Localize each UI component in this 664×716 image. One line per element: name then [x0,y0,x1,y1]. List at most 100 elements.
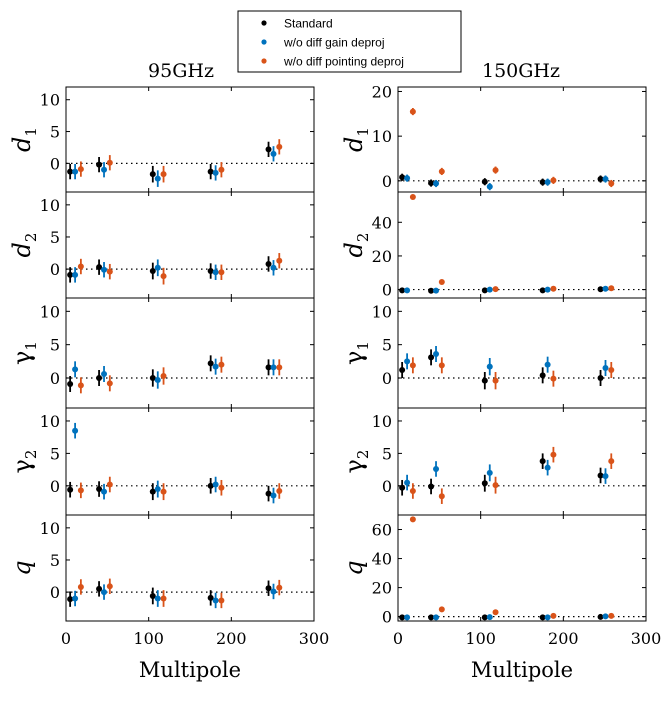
x-tick-label: 0 [393,629,403,648]
series-pointing [409,516,615,619]
data-point [602,473,609,480]
data-point [486,363,493,370]
column-title-150ghz: 150GHz [482,60,560,82]
data-point [602,613,609,620]
y-tick-label: 20 [372,82,392,101]
data-point [96,375,103,381]
data-point [154,486,161,493]
data-point [433,180,440,187]
panel-150ghz-row-5: 0 20 40 60 0 100 200 300 q [340,514,662,648]
series-standard [67,355,272,392]
y-axis-symbol: q [8,560,36,575]
data-point [492,377,499,384]
y-axis-label: γ1 [8,341,40,365]
data-point [438,606,445,613]
y-tick-label: 0 [50,369,60,388]
data-point [399,367,406,373]
y-tick-label: 0 [50,583,60,602]
data-point [608,612,615,619]
data-point [207,360,214,367]
y-axis-symbol: d [340,242,368,257]
y-axis-subscript: 2 [354,233,372,243]
series-pointing [409,108,615,188]
data-point [154,264,161,271]
data-point [399,287,406,294]
data-point [149,171,156,178]
series-gain [72,259,277,283]
y-tick-label: 5 [50,123,60,142]
y-tick-label: 0 [382,369,392,388]
legend-marker-standard [261,20,267,26]
y-tick-label: 5 [50,228,60,247]
data-point [276,257,283,264]
y-tick-label: 0 [382,477,392,496]
data-point [207,482,214,489]
series-standard [67,478,272,502]
data-point [433,351,440,357]
data-point [492,167,499,174]
data-point [539,614,546,621]
series-gain [72,146,277,187]
data-point [149,268,156,275]
data-point [539,287,546,294]
x-tick-label: 0 [61,629,71,648]
data-point [428,614,435,621]
series-gain [72,422,277,504]
y-axis-label: d1 [8,127,40,152]
series-standard [399,173,604,187]
data-point [550,451,557,458]
series-pointing [77,139,283,183]
data-point [72,271,79,278]
data-point [270,150,277,157]
data-point [492,286,499,293]
x-tick-label: 200 [216,629,247,648]
data-point [608,285,615,292]
data-point [154,175,161,182]
y-tick-label: 5 [50,336,60,355]
data-point [608,458,615,465]
data-point [608,180,615,187]
data-point [106,159,113,166]
y-tick-label: 5 [382,336,392,355]
data-point [160,595,167,602]
data-point [160,273,167,280]
data-point [597,613,604,620]
data-point [544,614,551,621]
data-point [212,363,219,370]
y-tick-label: 10 [40,91,60,110]
series-gain [404,174,609,191]
y-tick-label: 10 [40,412,60,431]
x-tick-label: 100 [133,629,164,648]
x-tick-label: 200 [548,629,579,648]
data-point [539,179,546,186]
y-axis-label: d2 [340,233,372,258]
y-tick-label: 60 [372,521,392,540]
y-tick-label: 0 [382,172,392,191]
data-point [77,166,84,173]
y-axis-symbol: γ [8,459,36,473]
panel-150ghz-row-3: 0 5 10 γ1 [340,297,647,409]
series-standard [399,613,604,621]
series-standard [67,256,272,283]
data-point [602,365,609,371]
data-point [492,482,499,489]
data-point [409,362,416,369]
data-point [399,174,406,181]
data-point [270,492,277,499]
legend-label-standard: Standard [284,17,333,31]
data-point [154,595,161,602]
data-point [544,361,551,368]
data-point [492,609,499,616]
data-point [218,597,225,604]
data-point [149,592,156,599]
y-axis-subscript: 1 [22,127,40,137]
x-axis-label-150ghz: Multipole [471,658,573,682]
data-point [265,490,272,497]
data-point [67,596,74,603]
data-point [438,168,445,175]
data-point [106,268,113,275]
x-tick-label: 300 [631,629,662,648]
data-point [67,168,74,175]
y-axis-subscript: 2 [22,233,40,243]
